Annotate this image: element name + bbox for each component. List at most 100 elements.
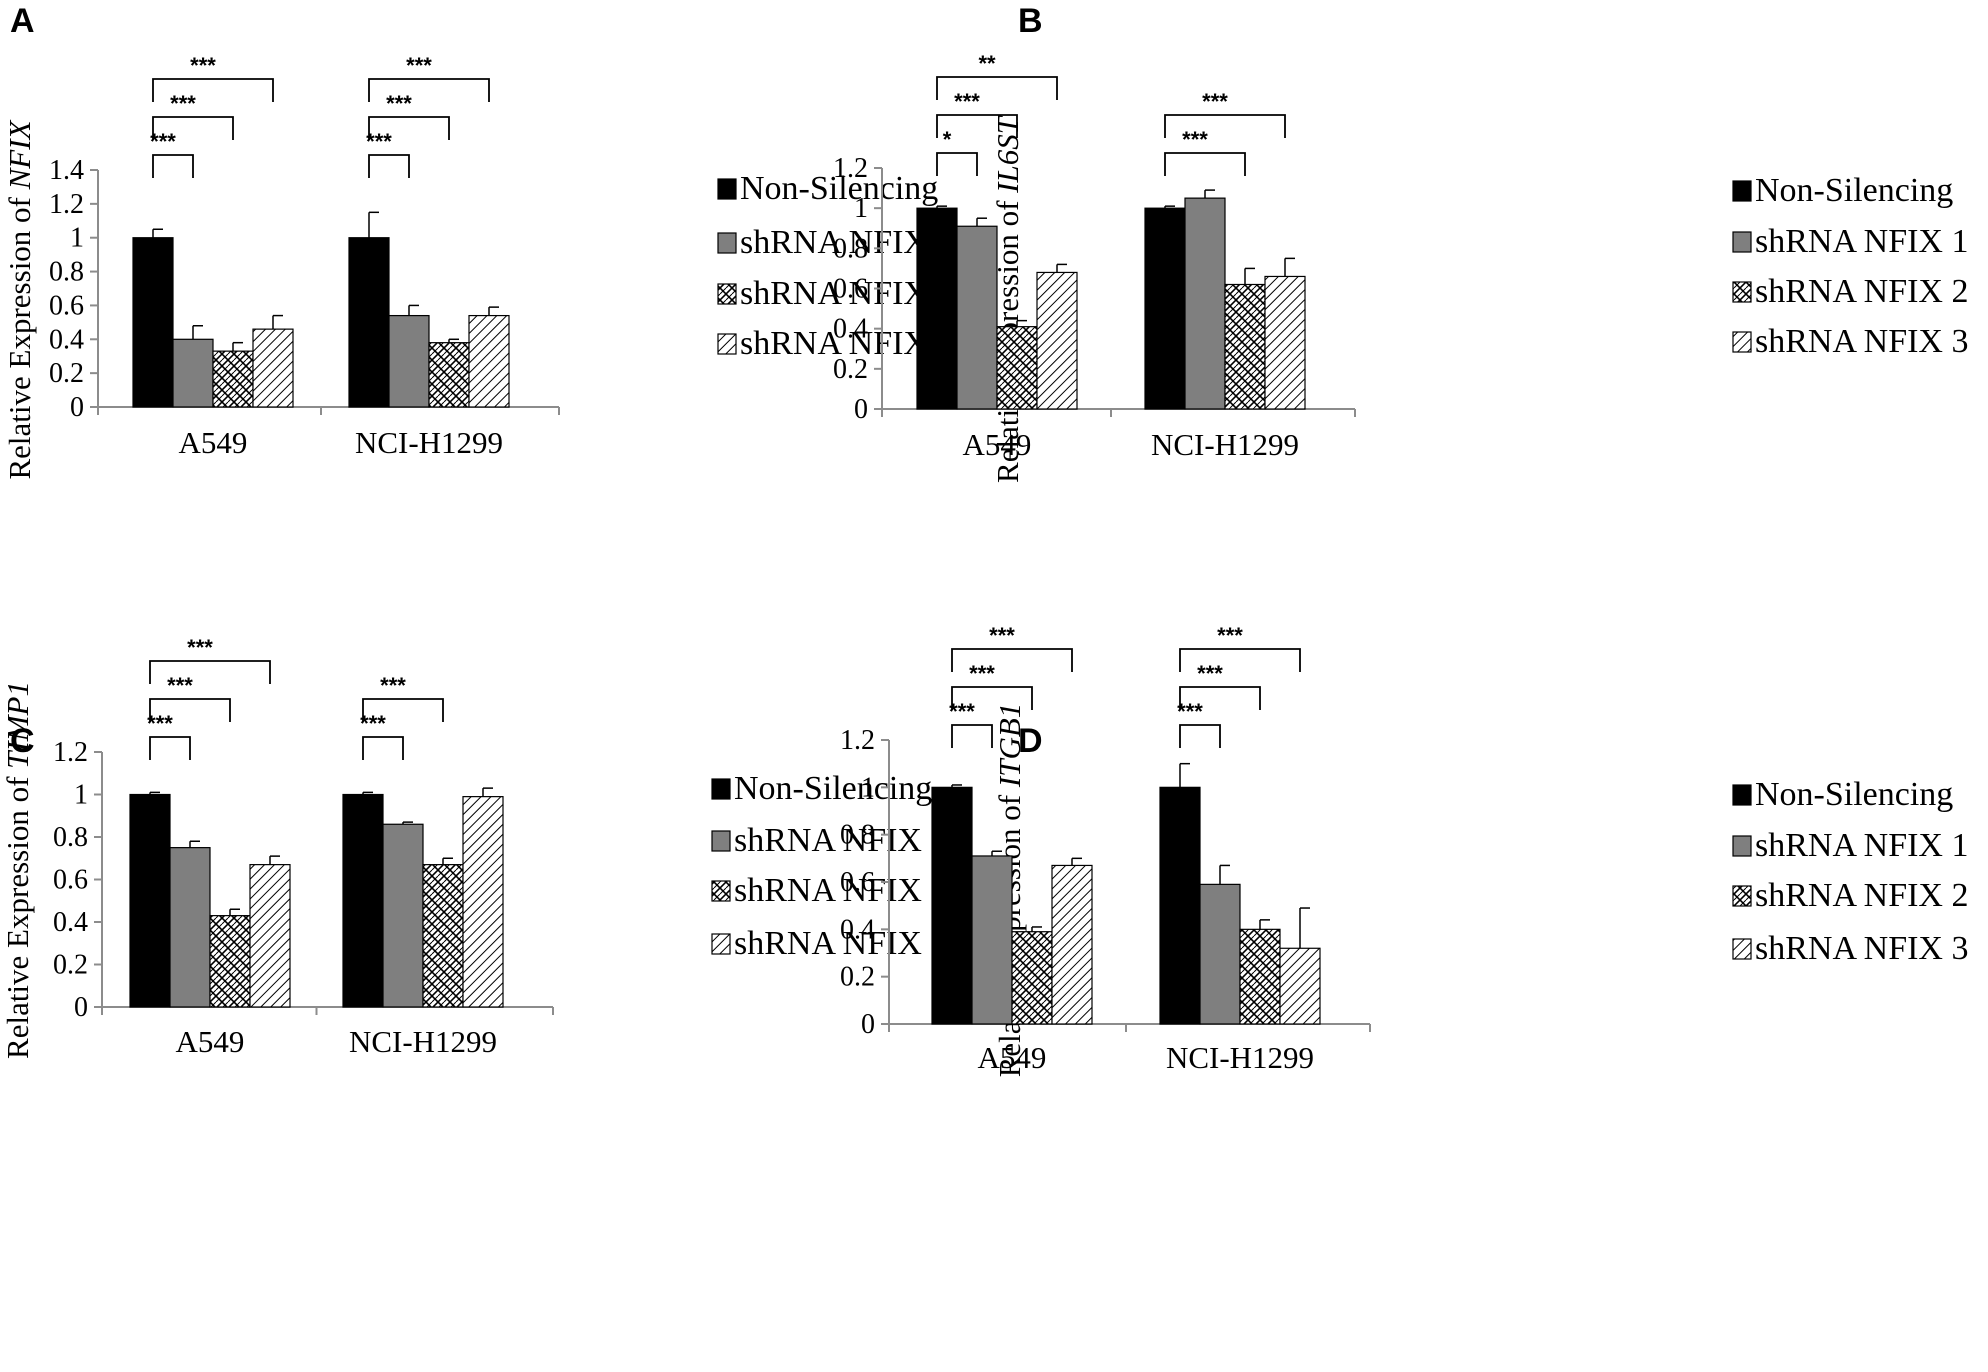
panel-d-significance-label: *** [949, 699, 975, 724]
panel-c-y-tick-label: 0.6 [53, 865, 88, 896]
panel-c-legend-swatch-shrna-nfix-3 [711, 933, 731, 955]
panel-a-legend-swatch-shrna-nfix-3 [717, 333, 737, 355]
panel-d-bar-non-silencing-nci-h1299 [1159, 786, 1201, 1025]
panel-c-legend-label-shrna-nfix-1: shRNA NFIX 1 [734, 822, 947, 859]
panel-b-category-label: NCI-H1299 [1151, 427, 1299, 462]
panel-c-bar-non-silencing-nci-h1299 [342, 793, 384, 1008]
panel-a-category-label: A549 [179, 425, 248, 460]
panel-a-legend-swatch-shrna-nfix-2 [717, 283, 737, 305]
panel-a-y-tick-label: 1.2 [49, 189, 84, 220]
panel-a-significance-label: *** [386, 91, 412, 116]
panel-c-y-tick-label: 0 [74, 992, 88, 1023]
panel-a-bar-non-silencing-a549 [132, 237, 174, 408]
panel-b-bar-non-silencing-a549 [916, 207, 958, 410]
panel-b-y-axis-label-gene: IL6ST [990, 114, 1025, 194]
panel-b-y-tick-label: 0.6 [833, 274, 868, 305]
panel-b-bar-shrna-nfix-1-a549 [956, 225, 998, 410]
panel-c-legend-swatch-shrna-nfix-1 [711, 830, 731, 852]
panel-d-category-label: A549 [978, 1040, 1047, 1075]
panel-c-y-axis-label-gene: TIMP1 [0, 681, 35, 769]
panel-b-legend-swatch-shrna-nfix-3 [1732, 331, 1752, 353]
panel-a-significance-label: *** [150, 129, 176, 154]
panel-c-y-tick-label: 0.4 [53, 907, 88, 938]
panel-d-significance-bracket [951, 724, 993, 748]
panel-c-significance-label: *** [147, 711, 173, 736]
panel-b-bar-non-silencing-nci-h1299 [1144, 207, 1186, 410]
panel-d-y-tick-label: 1.2 [840, 725, 875, 756]
panel-d-significance-bracket [1179, 686, 1261, 710]
panel-d-significance-label: *** [1177, 699, 1203, 724]
panel-a-bar-shrna-nfix-1-nci-h1299 [388, 314, 430, 408]
panel-d-significance-bracket [1179, 724, 1221, 748]
panel-c-bar-non-silencing-a549 [129, 793, 171, 1008]
panel-b-significance-label: * [943, 127, 952, 152]
panel-b-significance-label: *** [954, 89, 980, 114]
panel-a-significance-bracket [368, 154, 410, 178]
panel-b-y-tick-label: 0.4 [833, 314, 868, 345]
panel-c-legend-swatch-shrna-nfix-2 [711, 880, 731, 902]
panel-b-y-tick-label: 0.8 [833, 233, 868, 264]
panel-d-significance-label: *** [1217, 623, 1243, 648]
panel-a-category-label: NCI-H1299 [355, 425, 503, 460]
panel-a-bar-non-silencing-nci-h1299 [348, 237, 390, 408]
panel-d-legend-swatch-shrna-nfix-1 [1732, 835, 1752, 857]
panel-a-y-tick-label: 1.4 [49, 155, 84, 186]
panel-b-legend-label-non-silencing: Non-Silencing [1755, 172, 1953, 209]
panel-c-y-tick-label: 0.2 [53, 950, 88, 981]
panel-d-bar-shrna-nfix-2-nci-h1299 [1239, 928, 1281, 1025]
panel-d-legend-label-shrna-nfix-3: shRNA NFIX 3 [1755, 930, 1968, 967]
panel-d-significance-bracket [1179, 648, 1301, 672]
panel-c: C 0 0.2 0.4 0.6 0.8 1 1.2 Relative Expression of… [0, 635, 947, 1059]
panel-d-y-tick-label: 0.6 [840, 867, 875, 898]
panel-a-y-axis-label-prefix: Relative Expression of [2, 189, 37, 479]
panel-c-bar-shrna-nfix-3-a549 [249, 864, 291, 1008]
panel-c-y-tick-label: 1 [74, 780, 88, 811]
panel-c-significance-bracket [149, 698, 231, 722]
panel-c-significance-label: *** [167, 673, 193, 698]
panel-c-y-axis-label: Relative Expression of TIMP1 [0, 681, 35, 1059]
panel-b-legend-swatch-shrna-nfix-1 [1732, 231, 1752, 253]
panel-c-y-tick-label: 0.8 [53, 822, 88, 853]
panel-a-letter: A [10, 2, 35, 40]
panel-a-y-axis-label: Relative Expression of NFIX [2, 119, 37, 479]
panel-d-legend-swatch-shrna-nfix-3 [1732, 938, 1752, 960]
panel-b-legend-swatch-shrna-nfix-2 [1732, 281, 1752, 303]
panel-b-bar-shrna-nfix-2-a549 [996, 326, 1038, 410]
panel-b-significance-bracket [936, 76, 1058, 100]
panel-d-bar-shrna-nfix-3-nci-h1299 [1279, 947, 1321, 1025]
panel-b-significance-bracket [936, 114, 1018, 138]
panel-a-significance-bracket [152, 154, 194, 178]
panel-b-letter: B [1018, 2, 1043, 40]
panel-a-significance-bracket [368, 78, 490, 102]
panel-b-legend-label-shrna-nfix-3: shRNA NFIX 3 [1755, 323, 1968, 360]
panel-c-significance-bracket [362, 698, 444, 722]
panel-a-bar-shrna-nfix-1-a549 [172, 338, 214, 408]
panel-d-y-tick-label: 0.2 [840, 962, 875, 993]
panel-b-significance-label: ** [978, 51, 996, 76]
panel-d-y-axis-label-gene: ITGB1 [992, 703, 1027, 788]
panel-a-significance-bracket [368, 116, 450, 140]
panel-b-y-tick-label: 0 [854, 394, 868, 425]
panel-c-y-axis-label-prefix: Relative Expression of [0, 769, 35, 1059]
panel-b-bar-shrna-nfix-3-a549 [1036, 271, 1078, 410]
panel-d-significance-label: *** [989, 623, 1015, 648]
panel-c-bar-shrna-nfix-2-nci-h1299 [422, 864, 464, 1008]
panel-d-y-tick-label: 0 [861, 1009, 875, 1040]
panel-a-significance-bracket [152, 116, 234, 140]
panel-a-bar-shrna-nfix-3-nci-h1299 [468, 314, 510, 408]
panel-d-bar-shrna-nfix-2-a549 [1011, 931, 1053, 1025]
panel-c-y-tick-label: 1.2 [53, 737, 88, 768]
panel-b-legend-label-shrna-nfix-2: shRNA NFIX 2 [1755, 273, 1968, 310]
panel-c-legend-label-shrna-nfix-3: shRNA NFIX 3 [734, 925, 947, 962]
panel-c-significance-label: *** [380, 673, 406, 698]
panel-c-legend-swatch-non-silencing [711, 778, 731, 800]
panel-a-y-tick-label: 0.2 [49, 358, 84, 389]
panel-d-significance-bracket [951, 648, 1073, 672]
panel-c-legend-label-shrna-nfix-2: shRNA NFIX 2 [734, 872, 947, 909]
panel-c-significance-bracket [362, 736, 404, 760]
panel-d-legend-label-shrna-nfix-2: shRNA NFIX 2 [1755, 877, 1968, 914]
panel-b-legend-label-shrna-nfix-1: shRNA NFIX 1 [1755, 223, 1968, 260]
